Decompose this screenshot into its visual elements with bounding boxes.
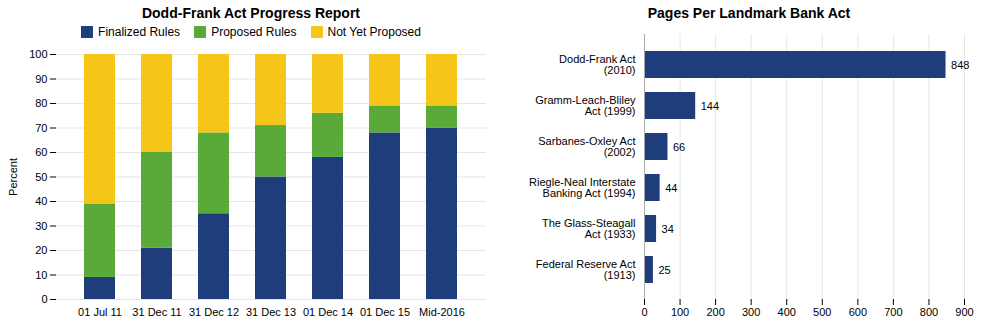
svg-text:66: 66 [673, 141, 685, 153]
svg-text:Mid-2016: Mid-2016 [419, 306, 465, 318]
svg-text:44: 44 [665, 182, 677, 194]
svg-text:01 Jul 11: 01 Jul 11 [78, 306, 122, 318]
html-text:Pages Per Landmark Bank Act: Pages Per Landmark Bank Act [647, 5, 851, 21]
svg-text:01 Dec 15: 01 Dec 15 [360, 306, 410, 318]
svg-text:Gramm-Leach-BlileyAct (1999): Gramm-Leach-BlileyAct (1999) [535, 94, 636, 117]
svg-text:34: 34 [662, 223, 674, 235]
svg-text:50: 50 [35, 171, 47, 183]
svg-text:848: 848 [951, 59, 969, 71]
svg-text:900: 900 [955, 306, 973, 318]
svg-text:31 Dec 13: 31 Dec 13 [246, 306, 296, 318]
svg-text:The Glass-SteagallAct (1933): The Glass-SteagallAct (1933) [542, 217, 636, 240]
svg-text:30: 30 [35, 220, 47, 232]
svg-text:400: 400 [778, 306, 796, 318]
svg-text:Federal Reserve Act(1913): Federal Reserve Act(1913) [536, 258, 636, 281]
svg-text:31 Dec 11: 31 Dec 11 [132, 306, 181, 318]
svg-text:70: 70 [35, 122, 47, 134]
svg-text:Dodd-Frank Act(2010): Dodd-Frank Act(2010) [559, 53, 635, 76]
svg-text:500: 500 [813, 306, 831, 318]
svg-text:0: 0 [41, 293, 47, 305]
svg-text:Percent: Percent [7, 158, 19, 196]
svg-text:100: 100 [671, 306, 689, 318]
svg-text:80: 80 [35, 97, 47, 109]
html-text:Dodd-Frank Act Progress Report: Dodd-Frank Act Progress Report [142, 5, 360, 21]
svg-text:800: 800 [920, 306, 938, 318]
svg-text:Riegle-Neal InterstateBanking: Riegle-Neal InterstateBanking Act (1994) [529, 176, 635, 199]
html-text:Not Yet Proposed: Not Yet Proposed [327, 25, 421, 39]
svg-text:40: 40 [35, 195, 47, 207]
svg-text:200: 200 [706, 306, 724, 318]
svg-text:90: 90 [35, 73, 47, 85]
html-text:Proposed Rules: Proposed Rules [211, 25, 297, 39]
svg-text:20: 20 [35, 244, 47, 256]
svg-text:0: 0 [641, 306, 647, 318]
svg-text:100: 100 [29, 48, 47, 60]
svg-text:01 Dec 14: 01 Dec 14 [303, 306, 353, 318]
svg-text:144: 144 [701, 100, 719, 112]
svg-text:300: 300 [742, 306, 760, 318]
svg-text:25: 25 [658, 264, 670, 276]
svg-text:Sarbanes-Oxley Act(2002): Sarbanes-Oxley Act(2002) [538, 135, 635, 158]
svg-text:10: 10 [35, 269, 47, 281]
svg-text:31 Dec 12: 31 Dec 12 [189, 306, 239, 318]
svg-text:60: 60 [35, 146, 47, 158]
svg-text:700: 700 [884, 306, 902, 318]
html-text:Finalized Rules: Finalized Rules [98, 25, 181, 39]
svg-text:600: 600 [849, 306, 867, 318]
